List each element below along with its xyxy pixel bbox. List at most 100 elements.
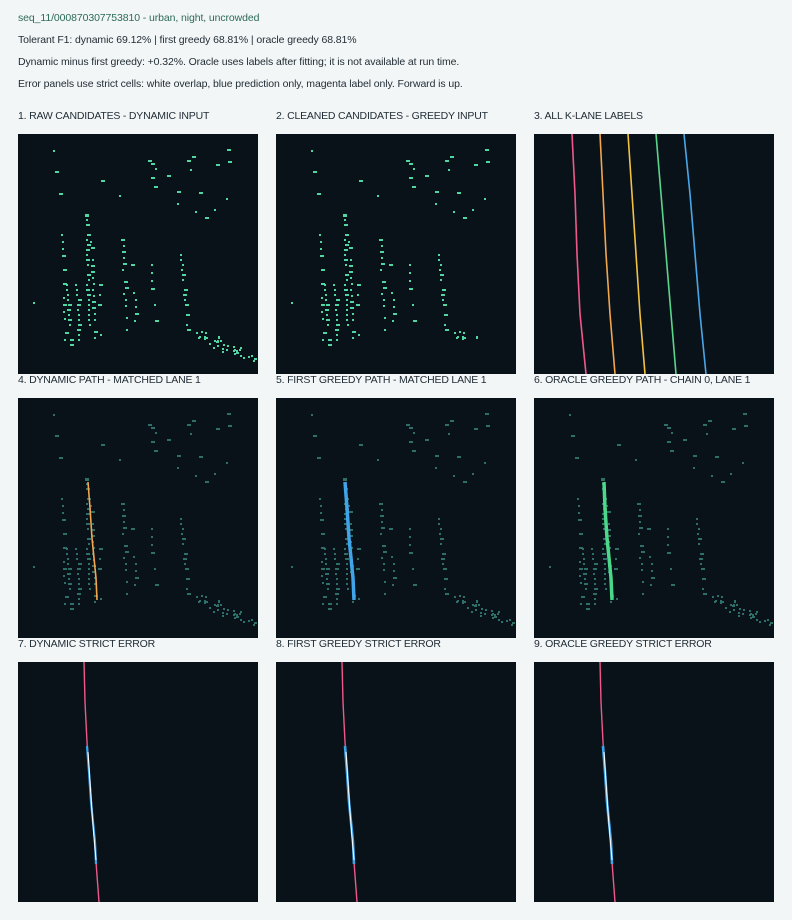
candidate-cell — [67, 309, 71, 311]
candidate-cell — [204, 336, 206, 338]
dynamic-error-panel — [18, 662, 258, 902]
candidate-cell — [345, 264, 347, 266]
candidate-cell — [698, 543, 700, 545]
candidate-cell — [180, 523, 182, 525]
candidate-cell — [222, 612, 224, 614]
candidate-cell — [248, 356, 250, 358]
candidate-cell — [743, 609, 745, 611]
candidate-cell — [64, 318, 66, 320]
candidate-cell — [218, 336, 220, 338]
candidate-cell — [616, 598, 618, 600]
candidate-cell — [325, 309, 329, 311]
candidate-cell — [78, 314, 80, 316]
lane-label-line — [571, 134, 587, 374]
candidate-cell — [233, 610, 235, 612]
candidate-cell — [617, 444, 621, 446]
candidate-cell — [720, 600, 722, 602]
candidate-cell — [326, 314, 328, 316]
candidate-cell — [86, 503, 88, 505]
candidate-cell — [213, 611, 215, 613]
overlap-line — [603, 751, 613, 861]
candidate-cell — [334, 553, 336, 555]
candidate-cell — [322, 582, 324, 584]
candidate-cell — [321, 297, 323, 299]
candidate-cell — [319, 498, 321, 500]
candidate-cell — [86, 523, 90, 525]
candidate-cell — [413, 320, 417, 322]
candidate-cell — [409, 177, 413, 179]
candidate-cell — [347, 588, 349, 590]
candidate-cell — [578, 512, 580, 514]
candidate-cell — [594, 563, 598, 565]
candidate-cell — [336, 319, 338, 321]
candidate-cell — [239, 613, 241, 615]
candidate-cell — [606, 505, 608, 507]
candidate-cell — [346, 578, 348, 580]
candidate-cell — [471, 611, 473, 613]
candidate-cell — [131, 528, 135, 530]
candidate-cell — [89, 324, 91, 326]
candidate-cell — [549, 566, 551, 568]
candidate-cell — [62, 255, 66, 257]
candidate-cell — [135, 306, 137, 308]
panel-title-lane-labels: 3. ALL K-LANE LABELS — [534, 110, 643, 122]
candidate-cell — [344, 523, 348, 525]
candidate-cell — [703, 424, 707, 426]
candidate-cell — [88, 304, 90, 306]
candidate-cell — [577, 498, 579, 500]
candidate-cell — [425, 439, 429, 441]
candidate-cell — [226, 613, 228, 615]
candidate-cell — [389, 528, 393, 530]
candidate-cell — [336, 588, 340, 590]
candidate-cell — [641, 551, 645, 553]
candidate-cell — [199, 600, 201, 602]
candidate-cell — [122, 269, 124, 271]
candidate-cell — [742, 462, 744, 464]
candidate-cell — [322, 339, 324, 341]
candidate-cell — [435, 455, 439, 457]
candidate-cell — [92, 523, 94, 525]
candidate-cell — [63, 311, 65, 313]
candidate-cell — [320, 519, 324, 521]
candidate-cell — [511, 624, 513, 626]
candidate-cell — [324, 553, 326, 555]
candidate-cell — [93, 295, 95, 297]
candidate-cell — [756, 619, 758, 621]
candidate-cell — [123, 521, 125, 523]
candidate-cell — [94, 577, 96, 579]
candidate-cell — [319, 234, 321, 236]
candidate-cell — [325, 558, 327, 560]
candidate-cell — [771, 622, 773, 624]
candidate-cell — [253, 624, 255, 626]
candidate-cell — [350, 259, 352, 261]
candidate-cell — [227, 345, 229, 347]
candidate-cell — [492, 617, 494, 619]
candidate-cell — [209, 343, 211, 345]
candidate-cell — [453, 211, 455, 213]
label-only-line — [83, 662, 100, 902]
candidate-cell — [61, 234, 63, 236]
candidate-cell — [122, 515, 126, 517]
candidate-cell — [764, 620, 766, 622]
candidate-cell — [182, 538, 186, 540]
f1-summary: Tolerant F1: dynamic 69.12% | first gree… — [18, 34, 357, 46]
candidate-cell — [602, 523, 606, 525]
candidate-cell — [703, 593, 707, 595]
candidate-cell — [392, 320, 394, 322]
candidate-cell — [584, 578, 586, 580]
candidate-cell — [53, 414, 55, 416]
candidate-cell — [344, 239, 346, 241]
candidate-cell — [350, 301, 354, 303]
candidate-cell — [85, 214, 89, 216]
candidate-cell — [497, 613, 499, 615]
candidate-cell — [187, 160, 191, 162]
candidate-cell — [243, 621, 245, 623]
candidate-cell — [236, 616, 238, 618]
candidate-cell — [755, 613, 757, 615]
candidate-cell — [87, 264, 89, 266]
candidate-cell — [326, 304, 330, 306]
candidate-cell — [607, 535, 611, 537]
candidate-cell — [696, 523, 698, 525]
candidate-cell — [744, 425, 748, 427]
candidate-cell — [732, 605, 734, 607]
